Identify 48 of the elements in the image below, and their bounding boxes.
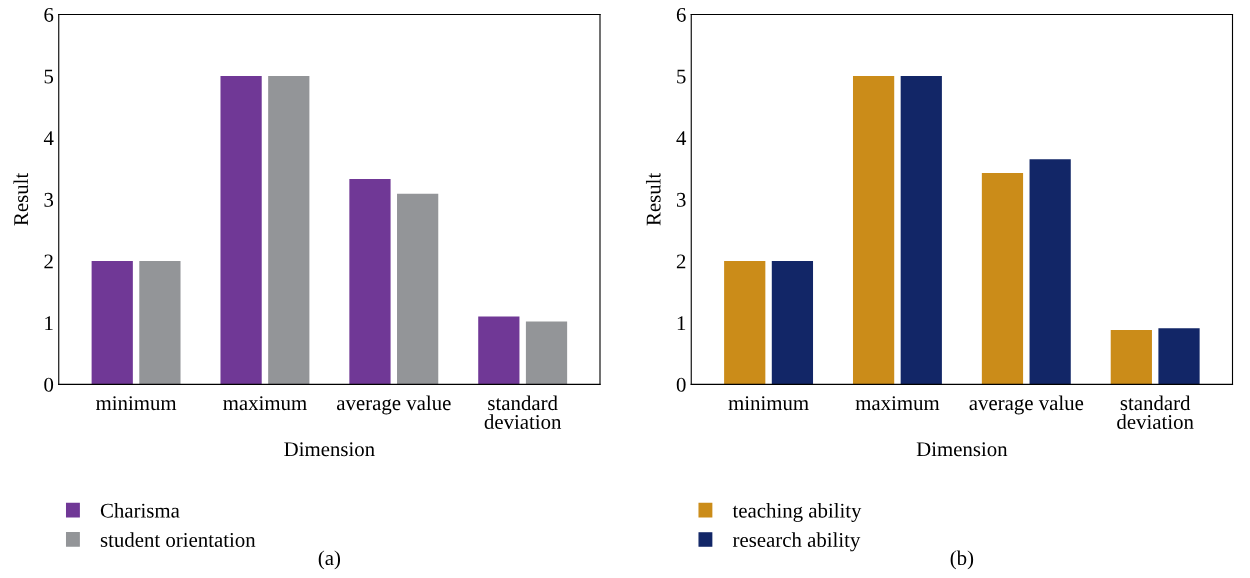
y-tick-label: 0 [676,377,686,392]
text: (a) [318,550,341,570]
x-tick-label: standard deviation [484,395,562,430]
x-tick-label: average value [969,395,1084,415]
bar [981,172,1024,385]
y-tick-label: 5 [44,69,54,84]
bar [397,193,439,385]
bar [724,261,766,385]
bar [1029,159,1071,385]
y-axis-title: Result [645,172,661,226]
y-tick-label: 1 [45,316,53,330]
x-tick-label: maximum [855,396,940,411]
legend-label: Charisma [100,503,180,518]
text: (b) [950,550,974,570]
bar [220,76,262,385]
bar [91,261,133,385]
y-tick-label: 3 [676,192,686,207]
x-axis-title: Dimension [916,442,1008,457]
legend-label: teaching ability [732,503,862,522]
bar [1158,328,1200,385]
x-tick-label: minimum [96,396,177,411]
bar [349,179,391,385]
y-tick-label: 2 [676,254,686,269]
bar [771,261,814,385]
y-tick-label: 5 [677,69,686,84]
bar [478,316,520,385]
bar [139,261,181,385]
x-tick-label: maximum [223,396,307,411]
y-tick-label: 6 [676,7,686,22]
bar [900,76,942,385]
y-tick-label: 4 [43,131,54,145]
bar [1110,330,1152,385]
legend-label: student orientation [100,532,256,547]
y-tick-label: 4 [676,131,687,145]
y-tick-label: 2 [44,254,53,269]
legend-label: research ability [732,532,861,552]
x-axis-title: Dimension [284,442,375,457]
y-tick-label: 0 [44,377,54,392]
bar [525,321,568,385]
y-axis-title: Result [13,172,29,226]
x-tick-label: minimum [728,396,809,411]
y-tick-label: 6 [44,7,54,22]
x-tick-label: average value [337,395,451,415]
y-tick-label: 3 [44,192,54,207]
x-tick-label: standard deviation [1117,395,1194,430]
bar [852,76,895,385]
y-tick-label: 1 [677,316,686,330]
bar [268,76,310,385]
